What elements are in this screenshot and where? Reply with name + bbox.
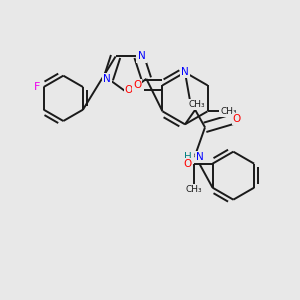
Text: O: O	[184, 159, 192, 169]
Text: N: N	[103, 74, 111, 84]
Text: O: O	[233, 114, 241, 124]
Text: N: N	[196, 152, 204, 162]
Text: H: H	[184, 152, 191, 162]
Text: CH₃: CH₃	[188, 100, 205, 109]
Text: F: F	[34, 82, 41, 92]
Text: O: O	[133, 80, 141, 90]
Text: CH₃: CH₃	[186, 185, 202, 194]
Text: O: O	[125, 85, 133, 95]
Text: CH₃: CH₃	[220, 107, 237, 116]
Text: N: N	[138, 52, 146, 61]
Text: N: N	[181, 67, 189, 77]
